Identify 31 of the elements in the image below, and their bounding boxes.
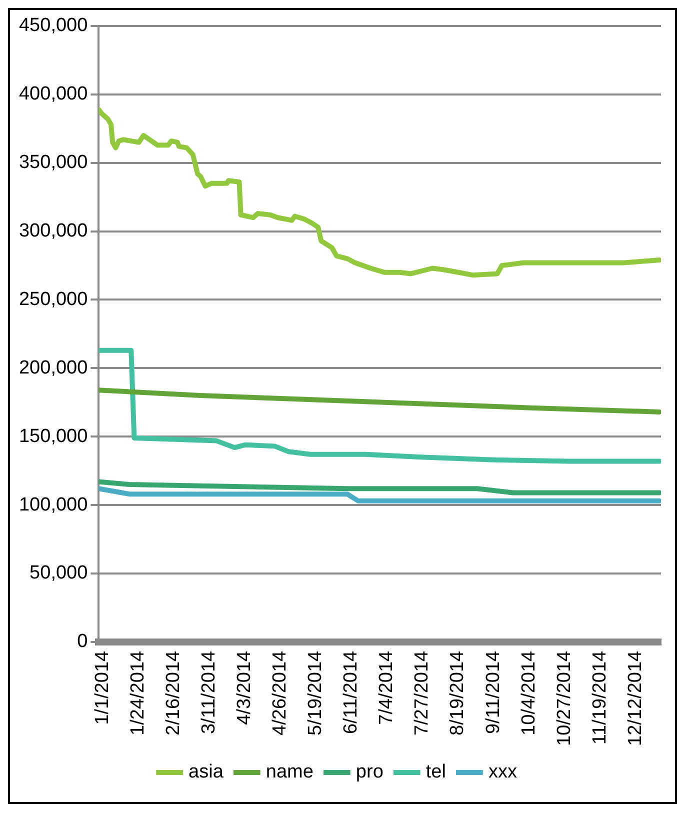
x-tick-label: 7/27/2014 bbox=[412, 650, 433, 736]
y-tick-label: 250,000 bbox=[18, 288, 88, 310]
y-tick-label: 400,000 bbox=[18, 84, 88, 105]
legend-label: name bbox=[266, 762, 314, 783]
y-tick-label: 350,000 bbox=[18, 152, 88, 174]
legend-label: xxx bbox=[488, 762, 518, 783]
y-tick-label: 50,000 bbox=[30, 562, 88, 584]
legend-label: tel bbox=[426, 762, 446, 783]
x-tick-label: 1/24/2014 bbox=[127, 650, 148, 736]
y-tick-label: 0 bbox=[77, 631, 88, 652]
y-tick-label: 100,000 bbox=[18, 494, 88, 516]
x-tick-label: 10/27/2014 bbox=[554, 650, 575, 746]
legend-label: pro bbox=[356, 762, 384, 783]
x-tick-label: 3/11/2014 bbox=[198, 650, 220, 734]
x-tick-label: 2/16/2014 bbox=[162, 650, 184, 736]
y-tick-label: 150,000 bbox=[18, 426, 88, 447]
x-tick-label: 6/11/2014 bbox=[340, 650, 362, 734]
y-tick-label: 450,000 bbox=[18, 15, 88, 36]
x-tick-label: 11/19/2014 bbox=[589, 650, 610, 745]
x-tick-label: 5/19/2014 bbox=[305, 650, 326, 736]
y-tick-label: 300,000 bbox=[18, 220, 88, 242]
x-tick-label: 10/4/2014 bbox=[518, 650, 540, 736]
x-tick-label: 12/12/2014 bbox=[624, 650, 646, 746]
x-tick-label: 1/1/2014 bbox=[92, 650, 113, 725]
y-tick-label: 200,000 bbox=[18, 357, 88, 378]
x-tick-label: 8/19/2014 bbox=[447, 650, 468, 736]
x-tick-label: 9/11/2014 bbox=[482, 650, 504, 734]
x-tick-label: 7/4/2014 bbox=[376, 650, 398, 725]
x-tick-label: 4/26/2014 bbox=[270, 650, 291, 736]
legend-label: asia bbox=[188, 762, 224, 783]
x-tick-label: 4/3/2014 bbox=[234, 650, 256, 725]
